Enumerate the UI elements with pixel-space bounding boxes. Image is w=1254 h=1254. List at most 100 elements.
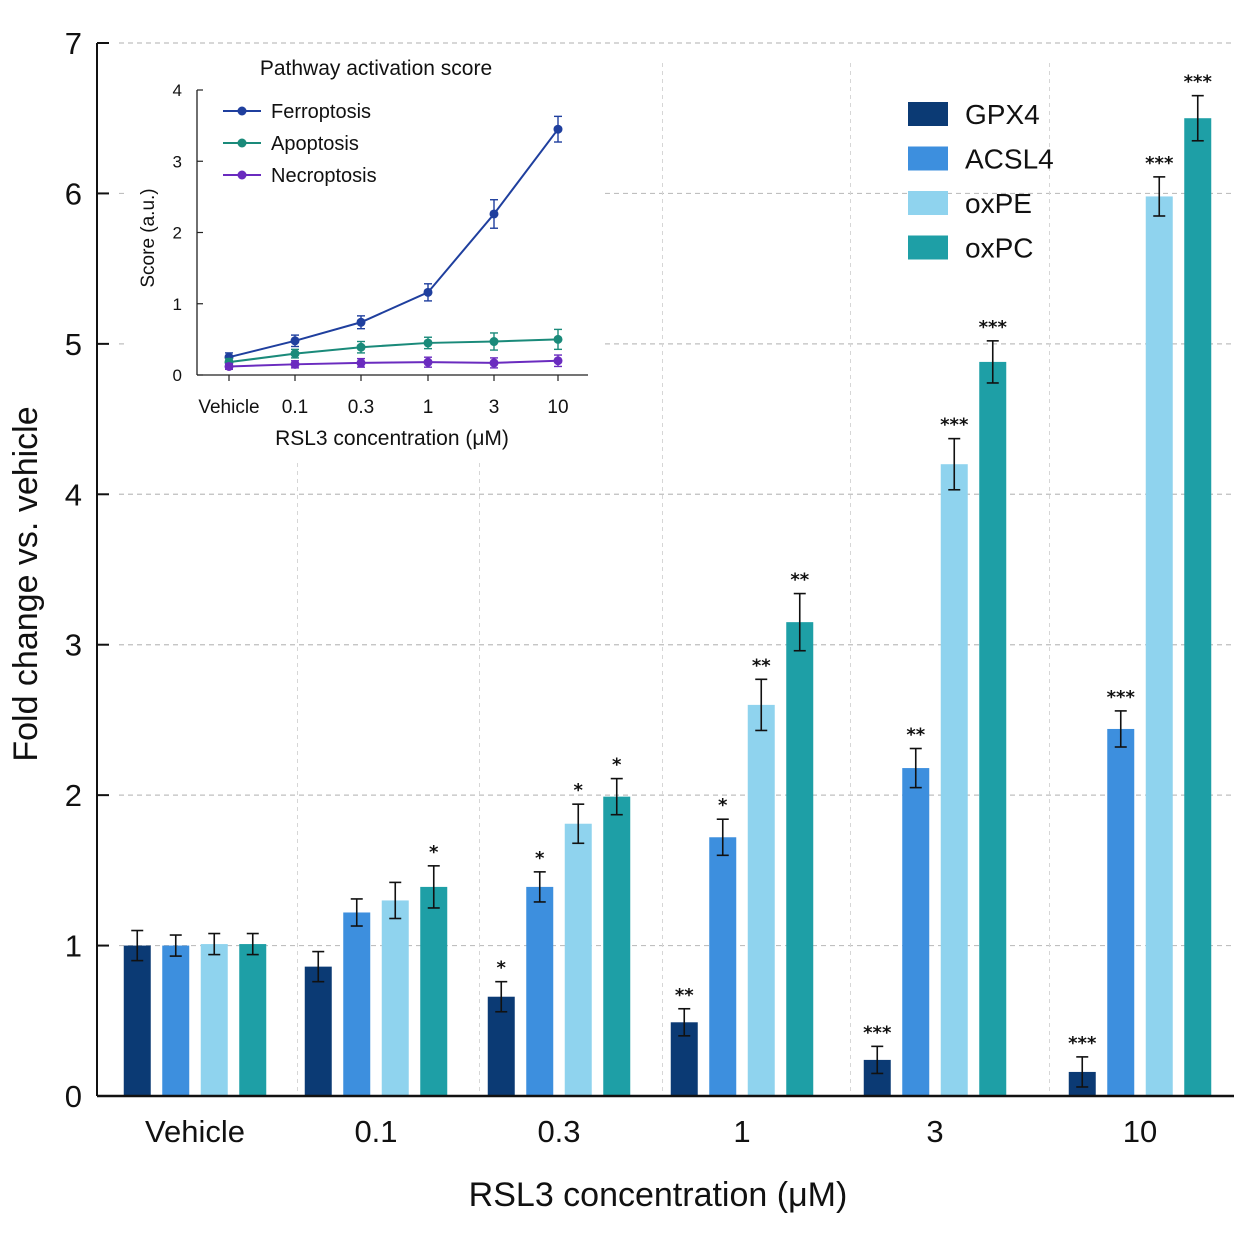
significance-label: **	[790, 570, 809, 591]
inset-point-necroptosis	[290, 359, 300, 369]
inset-x-tick-label: 10	[547, 397, 568, 418]
x-tick-label: Vehicle	[145, 1114, 245, 1149]
bar-oxpe-4	[940, 464, 968, 1096]
significance-label: ***	[979, 317, 1008, 338]
bar-oxpe-2	[564, 823, 592, 1096]
bar-gpx4-0	[123, 945, 151, 1096]
inset-y-tick-label: 2	[173, 224, 182, 243]
inset-point-ferroptosis	[553, 124, 563, 134]
inset-point-apoptosis	[423, 338, 433, 348]
inset-background	[125, 48, 605, 460]
y-tick-label: 2	[65, 778, 82, 813]
x-tick-label: 0.3	[537, 1114, 580, 1149]
y-tick-label: 5	[65, 327, 82, 362]
legend-swatch-oxpc	[908, 235, 948, 260]
inset-y-tick-label: 4	[173, 81, 182, 100]
inset-y-tick-label: 3	[173, 152, 182, 171]
legend-swatch-gpx4	[908, 102, 948, 126]
significance-label: ***	[1184, 72, 1213, 93]
bar-oxpc-1	[420, 886, 448, 1096]
inset-y-tick-label: 0	[173, 366, 182, 385]
inset-legend-marker	[237, 106, 247, 116]
bar-oxpe-3	[747, 704, 775, 1096]
legend-label-oxpc: oxPC	[965, 233, 1033, 264]
significance-label: *	[535, 848, 545, 869]
inset-legend-marker	[237, 138, 247, 148]
y-tick-label: 7	[65, 26, 82, 61]
inset-point-necroptosis	[423, 357, 433, 367]
significance-label: *	[574, 780, 584, 801]
significance-label: **	[906, 725, 925, 746]
bar-acsl4-3	[709, 837, 737, 1096]
inset-point-necroptosis	[356, 358, 366, 368]
inset-legend-marker	[237, 170, 247, 180]
significance-label: ***	[1145, 153, 1174, 174]
inset-legend-label-apoptosis: Apoptosis	[271, 133, 359, 155]
inset-x-tick-label: 0.1	[282, 397, 308, 418]
main-legend: GPX4 ACSL4 oxPE oxPC	[908, 99, 1054, 264]
inset-point-apoptosis	[553, 334, 563, 344]
bar-oxpc-0	[239, 944, 267, 1096]
x-tick-label: 0.1	[354, 1114, 397, 1149]
significance-label: **	[752, 655, 771, 676]
inset-point-apoptosis	[356, 342, 366, 352]
inset-point-ferroptosis	[489, 209, 499, 219]
inset-x-tick-label: 1	[423, 397, 434, 418]
bar-acsl4-5	[1107, 728, 1135, 1096]
inset-point-ferroptosis	[290, 336, 300, 346]
inset-y-axis-title: Score (a.u.)	[138, 188, 159, 287]
inset-point-necroptosis	[489, 358, 499, 368]
legend-label-oxpe: oxPE	[965, 188, 1032, 219]
y-tick-label: 6	[65, 176, 82, 211]
x-tick-label: 3	[926, 1114, 943, 1149]
significance-label: ***	[1107, 687, 1136, 708]
bar-oxpc-4	[979, 361, 1007, 1096]
inset-x-axis-title: RSL3 concentration (μM)	[275, 427, 509, 450]
inset-line-apoptosis	[228, 338, 559, 364]
bar-acsl4-2	[526, 886, 554, 1096]
y-tick-label: 4	[65, 477, 82, 512]
y-tick-label: 3	[65, 628, 82, 663]
legend-swatch-oxpe	[908, 191, 948, 215]
inset-point-necroptosis	[553, 356, 563, 366]
bar-acsl4-1	[343, 912, 371, 1096]
significance-label: *	[612, 755, 622, 776]
bar-oxpe-1	[381, 900, 409, 1096]
inset-point-apoptosis	[489, 337, 499, 347]
y-tick-label: 1	[65, 929, 82, 964]
bar-oxpe-0	[200, 944, 228, 1096]
main-bars: ***********************************	[123, 72, 1213, 1097]
significance-label: *	[718, 795, 728, 816]
legend-label-gpx4: GPX4	[965, 99, 1040, 130]
inset-x-tick-label: 0.3	[348, 397, 374, 418]
significance-label: ***	[863, 1022, 892, 1043]
inset-point-necroptosis	[224, 361, 234, 371]
x-tick-label: 10	[1123, 1114, 1157, 1149]
inset-legend-label-ferroptosis: Ferroptosis	[271, 101, 371, 123]
significance-label: ***	[1068, 1033, 1097, 1054]
significance-label: *	[429, 842, 439, 863]
inset-legend-label-necroptosis: Necroptosis	[271, 165, 377, 187]
legend-swatch-acsl4	[908, 146, 948, 171]
x-axis-title: RSL3 concentration (μM)	[469, 1176, 848, 1214]
bar-oxpe-5	[1145, 196, 1173, 1097]
inset-title: Pathway activation score	[260, 57, 492, 80]
bar-oxpc-2	[603, 796, 631, 1096]
bar-gpx4-2	[487, 996, 515, 1096]
inset-point-ferroptosis	[423, 287, 433, 297]
x-tick-label: 1	[733, 1114, 750, 1149]
bar-oxpc-5	[1184, 118, 1212, 1096]
inset-point-ferroptosis	[356, 317, 366, 327]
inset-point-apoptosis	[290, 349, 300, 359]
inset-x-tick-label: Vehicle	[198, 397, 259, 418]
bar-oxpc-3	[786, 622, 814, 1096]
bar-acsl4-4	[902, 768, 930, 1096]
inset-line-ferroptosis	[228, 128, 559, 359]
significance-label: ***	[940, 415, 969, 436]
bar-gpx4-1	[304, 966, 332, 1096]
bar-acsl4-0	[162, 945, 190, 1096]
significance-label: **	[675, 985, 694, 1006]
y-tick-label: 0	[65, 1079, 82, 1114]
